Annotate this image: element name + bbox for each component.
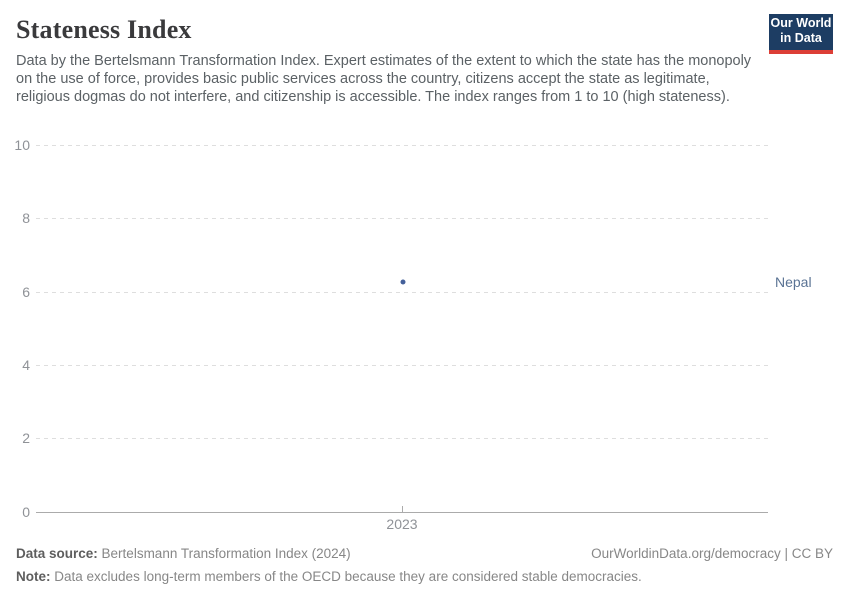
entity-label-nepal[interactable]: Nepal xyxy=(775,274,812,291)
data-point-nepal[interactable] xyxy=(400,279,405,285)
x-axis-line xyxy=(36,511,768,513)
footer-note: Note: Data excludes long-term members of… xyxy=(16,569,642,584)
gridline-y-8 xyxy=(36,218,768,220)
y-axis-tick-label: 10 xyxy=(14,137,30,153)
owid-logo-line2: in Data xyxy=(780,31,822,45)
data-source-value: Bertelsmann Transformation Index (2024) xyxy=(101,546,351,561)
footer-attribution-link[interactable]: OurWorldinData.org/democracy | CC BY xyxy=(591,546,833,561)
y-axis-tick-label: 8 xyxy=(22,210,30,227)
owid-logo-line1: Our World xyxy=(770,16,832,30)
gridline-y-2 xyxy=(36,438,768,440)
owid-logo[interactable]: Our World in Data xyxy=(769,14,833,54)
y-axis-tick-label: 0 xyxy=(22,503,30,520)
gridline-y-4 xyxy=(36,364,768,366)
y-axis-tick-label: 2 xyxy=(22,430,30,447)
y-axis-tick-label: 6 xyxy=(22,283,30,300)
y-axis-tick-label: 4 xyxy=(22,356,30,373)
chart-subtitle: Data by the Bertelsmann Transformation I… xyxy=(16,53,752,105)
x-axis-tick-label: 2023 xyxy=(386,515,418,532)
gridline-y-6 xyxy=(36,291,768,293)
data-source-label: Data source: xyxy=(16,546,98,561)
x-axis-tick-mark xyxy=(402,505,403,512)
note-label: Note: xyxy=(16,569,51,584)
note-text: Data excludes long-term members of the O… xyxy=(54,569,642,584)
gridline-y-10 xyxy=(36,145,768,146)
footer-data-source: Data source: Bertelsmann Transformation … xyxy=(16,546,351,561)
chart-title: Stateness Index xyxy=(16,15,192,44)
